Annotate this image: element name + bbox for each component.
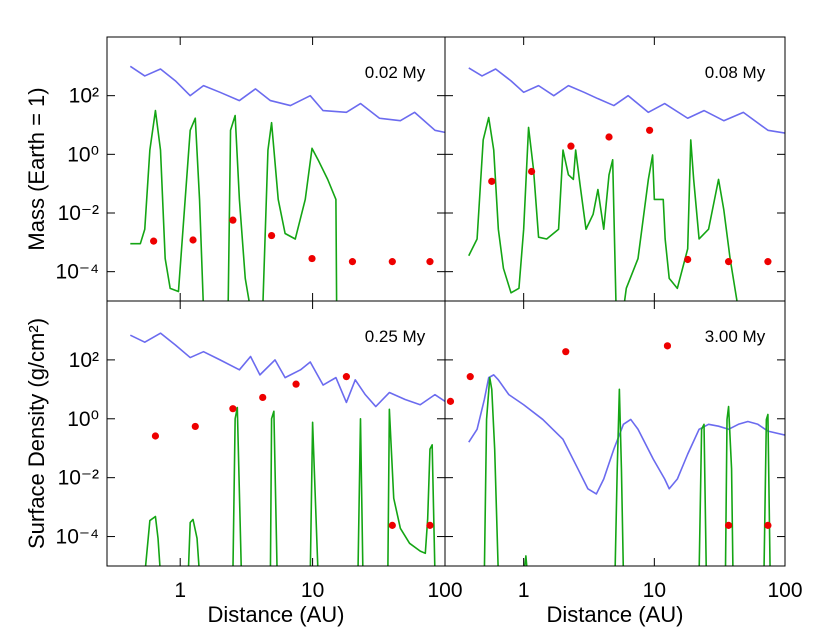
data-point [466, 373, 474, 381]
data-point [527, 167, 536, 176]
panel-annotation: 0.25 My [365, 327, 426, 346]
x-axis-label: Distance (AU) [547, 602, 684, 627]
data-point [488, 177, 496, 185]
y-axis-label: Mass (Earth = 1) [24, 87, 49, 250]
data-line [129, 65, 445, 134]
data-point [426, 521, 434, 529]
panel-annotation: 0.08 My [705, 63, 766, 82]
y-tick-label: 10⁻² [58, 202, 99, 225]
x-tick-label: 1 [174, 579, 186, 602]
y-tick-label: 10⁰ [67, 143, 99, 166]
data-line [130, 109, 338, 301]
data-point [308, 254, 316, 263]
data-line [468, 374, 785, 495]
data-point [267, 231, 276, 240]
x-tick-label: 10 [301, 579, 324, 602]
data-point [388, 521, 396, 529]
data-point [605, 133, 613, 141]
panel-frame [444, 300, 786, 567]
data-line [129, 332, 445, 408]
data-point [724, 258, 733, 266]
y-tick-label: 10⁻⁴ [56, 261, 99, 284]
y-tick-label: 10⁻⁴ [56, 526, 99, 549]
data-point [229, 405, 237, 413]
data-point [764, 521, 772, 529]
data-point [229, 216, 237, 224]
plot-area [468, 374, 785, 566]
plot-area [129, 332, 445, 566]
x-tick-label: 1 [518, 579, 530, 602]
y-tick-label: 10² [69, 349, 99, 372]
data-line [144, 406, 436, 566]
y-tick-label: 10⁰ [67, 408, 99, 431]
x-axis-label: Distance (AU) [208, 602, 345, 627]
panel-annotation: 3.00 My [705, 327, 766, 346]
y-tick-label: 10² [69, 85, 99, 108]
data-point [684, 255, 692, 264]
y-tick-label: 10⁻² [58, 467, 99, 490]
data-point [348, 258, 357, 266]
plot-area [468, 67, 785, 301]
x-tick-label: 10 [643, 579, 666, 602]
y-axis-label: Surface Density (g/cm²) [24, 318, 49, 549]
plot-area [129, 65, 445, 301]
data-point [292, 380, 300, 388]
data-point [446, 397, 455, 405]
panel-annotation: 0.02 My [365, 63, 426, 82]
data-point [646, 126, 654, 134]
data-point [562, 348, 570, 356]
data-point [259, 393, 267, 402]
data-point [426, 258, 434, 266]
data-line [468, 67, 785, 134]
data-point [663, 342, 672, 350]
data-point [342, 373, 350, 381]
data-point [724, 521, 733, 529]
data-point [567, 142, 575, 150]
data-line [483, 376, 771, 566]
data-point [189, 236, 197, 244]
x-tick-label: 100 [767, 579, 802, 602]
data-point [191, 422, 199, 431]
data-point [151, 432, 160, 440]
x-tick-label: 100 [427, 579, 462, 602]
data-point [150, 237, 158, 245]
data-line [468, 116, 738, 301]
data-point [388, 258, 396, 266]
data-point [764, 258, 772, 266]
